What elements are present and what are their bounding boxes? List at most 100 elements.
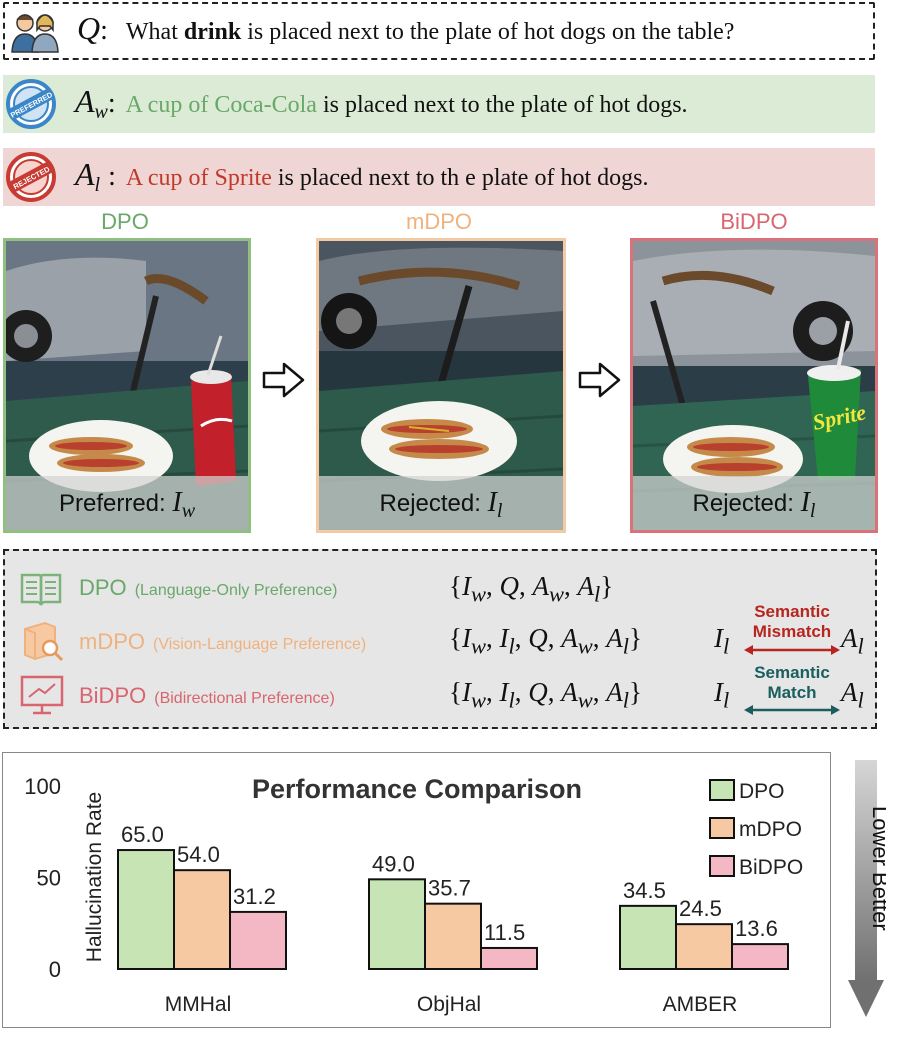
caption-dpo-sub: w: [181, 499, 196, 522]
pref-mdpo-desc: (Vision-Language Preference): [153, 636, 367, 653]
lower-better-label: Lower Better: [868, 806, 886, 931]
answer-w-text: is placed next to the plate of hot dogs.: [316, 92, 688, 118]
pref-bidpo-desc: (Bidirectional Preference): [154, 690, 335, 707]
panel-title-bidpo: BiDPO: [720, 209, 788, 234]
preferred-answer-line: Aw: A cup of Coca-Cola is placed next to…: [75, 83, 688, 124]
panel-title-dpo: DPO: [101, 209, 149, 234]
chart-title: Performance Comparison: [252, 774, 582, 804]
bar-dpo-mmhal: [117, 849, 175, 970]
caption-dpo-var: I: [172, 487, 182, 518]
match-a-l: Al: [841, 677, 864, 713]
answer-l-text: is placed next to th e plate of hot dogs…: [271, 165, 649, 191]
match-line-2: Match: [767, 683, 817, 702]
caption-dpo-text: Preferred:: [58, 490, 173, 517]
caption-mdpo: Rejected: Il: [319, 476, 563, 530]
y-axis-label: Hallucination Rate: [83, 792, 106, 962]
pref-dpo-name: DPO: [79, 575, 127, 600]
question-text-pre: What: [125, 19, 184, 45]
rejected-answer-line: Al: A cup of Sprite is placed next to th…: [75, 156, 648, 197]
bar-chart: Performance Comparison Hallucination Rate…: [24, 774, 803, 1016]
bar-bidpo-amber: [731, 943, 789, 970]
preferred-stamp-icon: PREFERRED: [6, 79, 56, 129]
mismatch-line-2: Mismatch: [752, 622, 832, 641]
legend-label-bidpo: BiDPO: [739, 856, 803, 879]
answer-w-sub: w: [94, 100, 108, 123]
legend-swatch-dpo: [709, 779, 735, 801]
monitor-chart-icon: [20, 675, 64, 715]
question-symbol: Q: [77, 10, 101, 46]
pref-dpo-desc: (Language-Only Preference): [134, 582, 338, 599]
question-line: Q: What drink is placed next to the plat…: [77, 10, 734, 47]
x-tick-label: ObjHal: [417, 993, 481, 1016]
rejected-stamp-icon: REJECTED: [6, 152, 56, 202]
pref-bidpo-set: {Iw, Il, Q, Aw, Al}: [449, 677, 642, 713]
answer-w-highlight: A cup of Coca-Cola: [125, 92, 317, 118]
value-label: 49.0: [372, 851, 415, 876]
legend-label-mdpo: mDPO: [739, 818, 802, 841]
pref-mdpo: mDPO (Vision-Language Preference): [79, 629, 366, 655]
bar-dpo-amber: [619, 904, 677, 971]
caption-bidpo-text: Rejected:: [692, 490, 801, 517]
mismatch-i-l: Il: [714, 623, 730, 659]
y-tick-label: 50: [37, 866, 61, 891]
preference-box: DPO (Language-Only Preference) {Iw, Q, Aw…: [3, 549, 877, 729]
preferred-answer-box: PREFERRED Aw: A cup of Coca-Cola is plac…: [3, 75, 875, 133]
semantic-mismatch-label: Semantic Mismatch: [742, 602, 842, 642]
book-icon: [20, 573, 62, 606]
panel-bidpo: Sprite Rejected: Il: [630, 238, 878, 533]
question-text-bold: drink: [183, 19, 242, 45]
question-text-post: is placed next to the plate of hot dogs …: [241, 19, 735, 45]
value-label: 24.5: [679, 896, 722, 921]
caption-mdpo-var: I: [487, 487, 497, 518]
answer-w-symbol: A: [75, 83, 95, 119]
legend-swatch-bidpo: [709, 855, 735, 877]
y-tick-label: 0: [49, 957, 61, 982]
bar-dpo-objhal: [368, 878, 426, 970]
mismatch-line-1: Semantic: [754, 602, 830, 621]
right-arrow-icon: [262, 362, 305, 398]
caption-bidpo-var: I: [800, 487, 810, 518]
pref-dpo-set: {Iw, Q, Aw, Al}: [449, 571, 614, 607]
legend-label-dpo: DPO: [739, 780, 785, 803]
chart-frame: Performance Comparison Hallucination Rate…: [2, 752, 831, 1028]
value-label: 35.7: [428, 876, 471, 901]
y-tick-label: 100: [24, 774, 61, 799]
pref-mdpo-set: {Iw, Il, Q, Aw, Al}: [449, 623, 642, 659]
question-colon: :: [100, 15, 108, 46]
answer-l-highlight: A cup of Sprite: [125, 165, 272, 191]
value-label: 31.2: [233, 884, 276, 909]
caption-mdpo-text: Rejected:: [379, 490, 488, 517]
caption-dpo: Preferred: Iw: [6, 476, 248, 530]
pref-mdpo-name: mDPO: [79, 629, 145, 654]
pref-bidpo-name: BiDPO: [79, 683, 147, 708]
value-label: 13.6: [735, 916, 778, 941]
answer-w-colon: :: [107, 88, 116, 119]
mismatch-a-l: Al: [841, 623, 864, 659]
answer-l-sub: l: [94, 173, 101, 196]
value-label: 54.0: [177, 842, 220, 867]
answer-l-colon: :: [108, 161, 116, 192]
answer-l-symbol: A: [75, 156, 95, 192]
value-label: 34.5: [623, 878, 666, 903]
pref-bidpo: BiDPO (Bidirectional Preference): [79, 683, 335, 709]
x-tick-label: AMBER: [663, 993, 738, 1016]
bar-bidpo-objhal: [480, 946, 538, 971]
pref-dpo: DPO (Language-Only Preference): [79, 575, 337, 601]
bar-mdpo-objhal: [424, 902, 482, 971]
panel-mdpo: Rejected: Il: [316, 238, 566, 533]
question-box: Q: What drink is placed next to the plat…: [3, 2, 875, 60]
bar-mdpo-amber: [675, 923, 733, 970]
rejected-answer-box: REJECTED Al: A cup of Sprite is placed n…: [3, 148, 875, 206]
double-arrow-icon: [744, 645, 840, 655]
x-tick-label: MMHal: [165, 993, 232, 1016]
value-label: 65.0: [121, 822, 164, 847]
legend-swatch-mdpo: [709, 817, 735, 839]
caption-bidpo-sub: l: [809, 499, 816, 522]
people-icon: [11, 14, 59, 53]
right-arrow-icon: [578, 362, 621, 398]
panel-title-mdpo: mDPO: [406, 209, 472, 234]
bar-bidpo-mmhal: [229, 910, 287, 971]
image-search-icon: [24, 621, 64, 662]
semantic-match-label: Semantic Match: [742, 663, 842, 703]
double-arrow-icon: [744, 705, 840, 715]
